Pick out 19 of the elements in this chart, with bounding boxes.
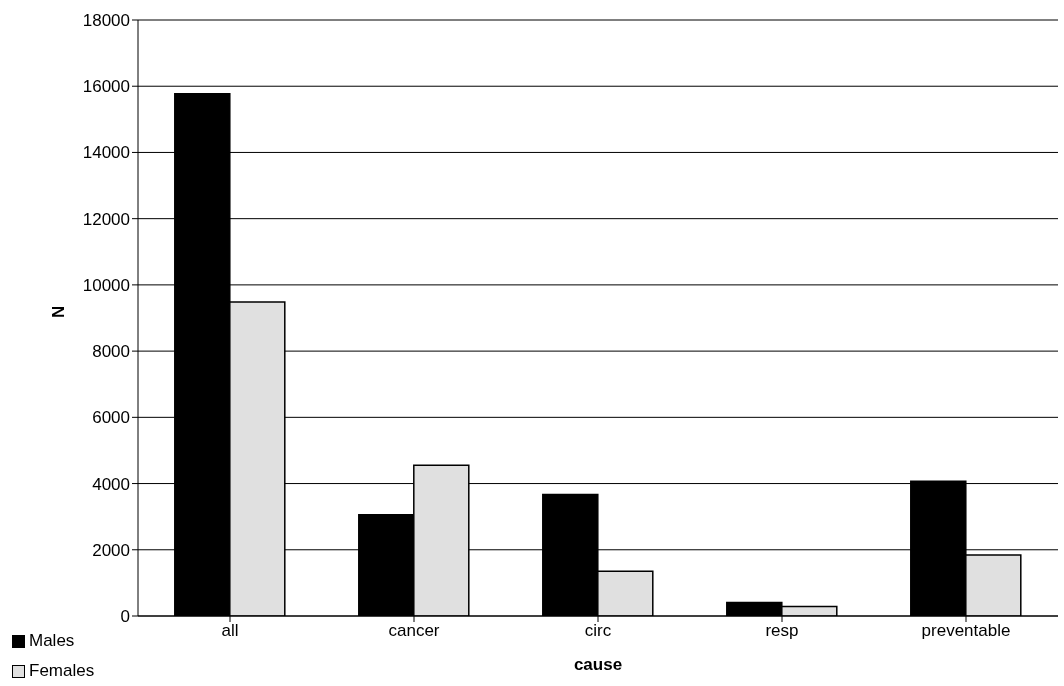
x-tick-label: resp — [765, 621, 799, 641]
x-axis-title: cause — [573, 655, 623, 674]
y-tick-label: 6000 — [92, 408, 130, 428]
y-tick-label: 16000 — [82, 77, 130, 97]
y-tick-label: 12000 — [82, 209, 130, 229]
x-tick-label: circ — [584, 621, 612, 641]
y-tick-label: 18000 — [82, 11, 130, 31]
y-tick-label: 4000 — [92, 474, 130, 494]
legend-label: Males — [29, 631, 75, 651]
y-tick-label: 10000 — [82, 275, 130, 295]
x-tick-label: cancer — [388, 621, 440, 641]
y-tick-label: 2000 — [92, 540, 130, 560]
x-tick-label: preventable — [921, 621, 1011, 641]
y-axis-title: N — [49, 305, 69, 318]
legend-label: Females — [29, 661, 95, 681]
y-tick-label: 8000 — [92, 342, 130, 362]
x-tick-label: all — [221, 621, 239, 641]
y-tick-label: 0 — [120, 607, 130, 627]
y-tick-label: 14000 — [82, 143, 130, 163]
